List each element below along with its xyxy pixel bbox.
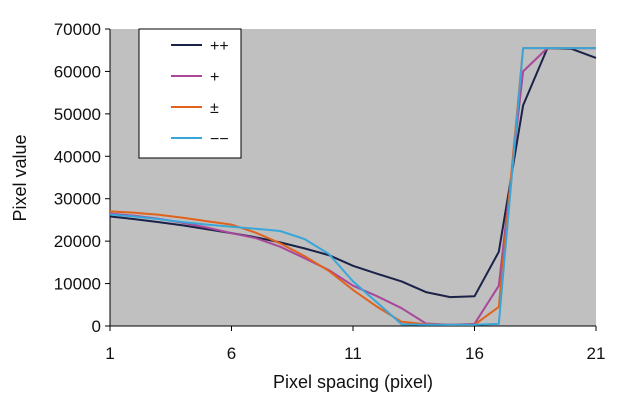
y-tick-label: 40000 [54,147,101,166]
x-tick-label: 6 [227,344,236,363]
legend-items: +++±−− [171,38,229,148]
y-axis-title: Pixel value [10,134,30,221]
y-tick-label: 30000 [54,190,101,209]
y-tick-label: 60000 [54,62,101,81]
y-tick-label: 20000 [54,232,101,251]
legend-label: −− [210,131,229,148]
y-tick-label: 50000 [54,105,101,124]
series-line-4 [109,47,596,326]
series-line-1 [109,47,597,299]
y-tick-label: 70000 [54,20,101,39]
y-tick-label: 0 [92,317,101,336]
series-lines [109,47,597,326]
x-tick-label: 11 [344,344,362,363]
x-tick-label: 21 [587,344,606,363]
legend-box [138,28,242,159]
legend-label: ++ [210,38,229,55]
legend-label: ± [210,100,219,117]
y-axis-ticks: 0 10000 20000 30000 40000 50000 60000 70000 [54,20,110,336]
x-tick-label: 1 [105,344,114,363]
y-tick-label: 10000 [54,275,101,294]
x-tick-label: 16 [465,344,484,363]
legend: +++±−− [138,28,242,159]
x-axis-title: Pixel spacing (pixel) [273,372,433,392]
x-axis-ticks: 1 6 11 16 21 [105,326,605,363]
legend-label: + [210,69,219,86]
